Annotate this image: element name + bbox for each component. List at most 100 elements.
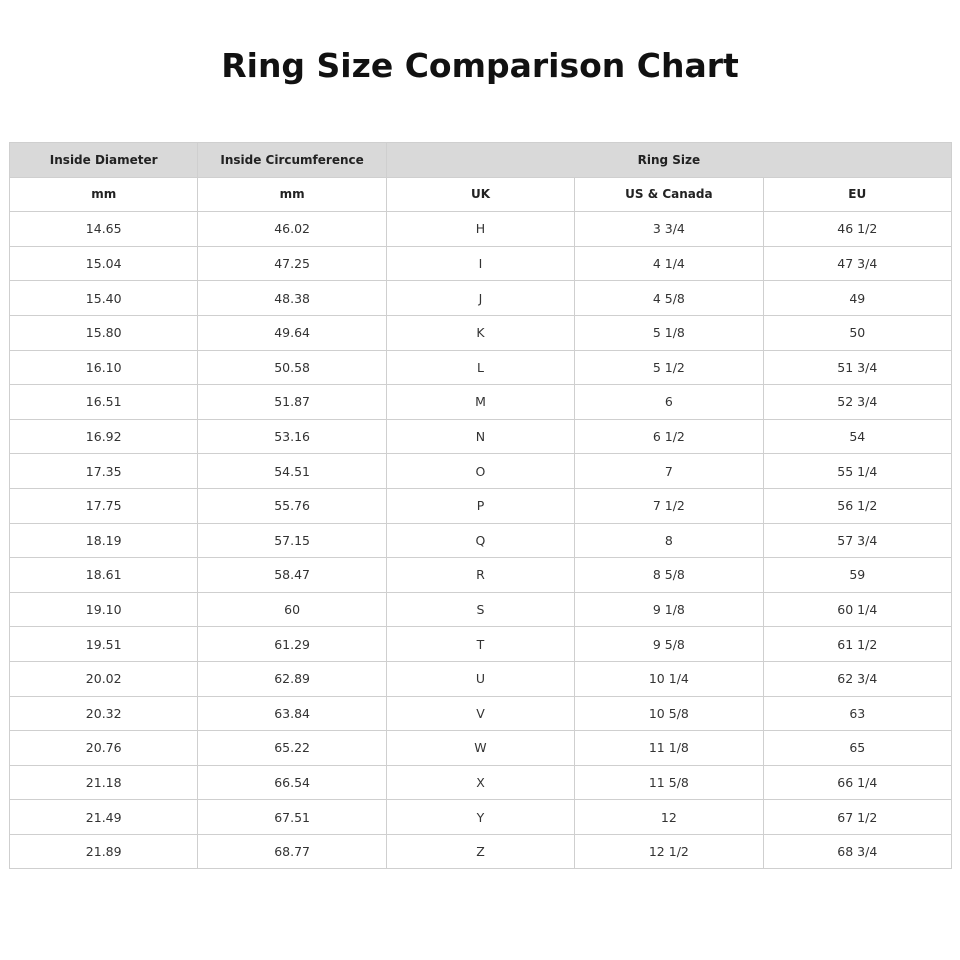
subheader-uk: UK: [385, 176, 576, 213]
table-row: 15.04 47.25 I 4 1/4 47 3/4: [8, 245, 953, 282]
cell-circumference: 67.51: [197, 799, 387, 835]
cell-us-canada: 4 5/8: [574, 280, 764, 316]
cell-circumference: 65.22: [197, 730, 387, 766]
cell-diameter: 15.40: [8, 280, 199, 316]
cell-uk: M: [385, 384, 576, 420]
table-row: 21.18 66.54 X 11 5/8 66 1/4: [8, 764, 953, 801]
column-header-inside-circumference: Inside Circumference: [197, 142, 387, 178]
cell-us-canada: 10 1/4: [574, 660, 764, 697]
cell-circumference: 68.77: [197, 833, 387, 870]
column-header-ring-size: Ring Size: [385, 142, 953, 178]
table-row: 20.76 65.22 W 11 1/8 65: [8, 730, 953, 766]
table-row: 15.80 49.64 K 5 1/8 50: [8, 314, 953, 351]
cell-uk: Y: [385, 799, 576, 835]
cell-eu: 63: [762, 695, 953, 732]
cell-diameter: 18.19: [8, 522, 199, 559]
cell-eu: 66 1/4: [762, 764, 953, 801]
cell-eu: 57 3/4: [762, 522, 953, 559]
cell-eu: 51 3/4: [762, 349, 953, 386]
cell-diameter: 19.51: [8, 626, 199, 662]
table-subheader-row: mm mm UK US & Canada EU: [8, 176, 953, 213]
cell-circumference: 60: [197, 591, 387, 628]
cell-diameter: 15.80: [8, 314, 199, 351]
subheader-us-canada: US & Canada: [574, 176, 764, 213]
cell-us-canada: 8 5/8: [574, 557, 764, 593]
cell-eu: 47 3/4: [762, 245, 953, 282]
cell-us-canada: 6 1/2: [574, 418, 764, 455]
cell-us-canada: 9 5/8: [574, 626, 764, 662]
cell-uk: L: [385, 349, 576, 386]
cell-diameter: 16.92: [8, 418, 199, 455]
subheader-eu: EU: [762, 176, 953, 213]
column-header-inside-diameter: Inside Diameter: [8, 142, 199, 178]
cell-uk: R: [385, 557, 576, 593]
cell-diameter: 17.75: [8, 487, 199, 524]
cell-diameter: 16.51: [8, 384, 199, 420]
ring-size-table: Inside Diameter Inside Circumference Rin…: [8, 142, 953, 870]
cell-eu: 55 1/4: [762, 453, 953, 489]
subheader-diameter-unit: mm: [8, 176, 199, 213]
cell-diameter: 14.65: [8, 211, 199, 247]
table-row: 21.89 68.77 Z 12 1/2 68 3/4: [8, 833, 953, 870]
cell-us-canada: 12 1/2: [574, 833, 764, 870]
cell-uk: U: [385, 660, 576, 697]
cell-eu: 54: [762, 418, 953, 455]
cell-uk: S: [385, 591, 576, 628]
cell-uk: H: [385, 211, 576, 247]
cell-eu: 59: [762, 557, 953, 593]
cell-diameter: 19.10: [8, 591, 199, 628]
table-row: 16.92 53.16 N 6 1/2 54: [8, 418, 953, 455]
cell-circumference: 55.76: [197, 487, 387, 524]
cell-diameter: 16.10: [8, 349, 199, 386]
table-header-row: Inside Diameter Inside Circumference Rin…: [8, 142, 953, 178]
table-row: 16.51 51.87 M 6 52 3/4: [8, 384, 953, 420]
cell-circumference: 62.89: [197, 660, 387, 697]
table-row: 21.49 67.51 Y 12 67 1/2: [8, 799, 953, 835]
cell-diameter: 17.35: [8, 453, 199, 489]
cell-circumference: 57.15: [197, 522, 387, 559]
table-row: 16.10 50.58 L 5 1/2 51 3/4: [8, 349, 953, 386]
cell-circumference: 58.47: [197, 557, 387, 593]
cell-eu: 56 1/2: [762, 487, 953, 524]
cell-eu: 67 1/2: [762, 799, 953, 835]
cell-diameter: 20.76: [8, 730, 199, 766]
cell-eu: 65: [762, 730, 953, 766]
table-row: 14.65 46.02 H 3 3/4 46 1/2: [8, 211, 953, 247]
cell-circumference: 51.87: [197, 384, 387, 420]
cell-us-canada: 8: [574, 522, 764, 559]
cell-uk: T: [385, 626, 576, 662]
cell-circumference: 48.38: [197, 280, 387, 316]
cell-circumference: 49.64: [197, 314, 387, 351]
table-row: 15.40 48.38 J 4 5/8 49: [8, 280, 953, 316]
cell-diameter: 20.02: [8, 660, 199, 697]
cell-diameter: 21.18: [8, 764, 199, 801]
cell-circumference: 47.25: [197, 245, 387, 282]
cell-circumference: 61.29: [197, 626, 387, 662]
cell-eu: 62 3/4: [762, 660, 953, 697]
cell-us-canada: 6: [574, 384, 764, 420]
cell-us-canada: 3 3/4: [574, 211, 764, 247]
cell-uk: O: [385, 453, 576, 489]
table-row: 19.51 61.29 T 9 5/8 61 1/2: [8, 626, 953, 662]
cell-eu: 46 1/2: [762, 211, 953, 247]
cell-us-canada: 9 1/8: [574, 591, 764, 628]
cell-eu: 50: [762, 314, 953, 351]
cell-us-canada: 5 1/2: [574, 349, 764, 386]
cell-us-canada: 11 5/8: [574, 764, 764, 801]
cell-us-canada: 4 1/4: [574, 245, 764, 282]
cell-eu: 49: [762, 280, 953, 316]
cell-uk: K: [385, 314, 576, 351]
table-row: 20.32 63.84 V 10 5/8 63: [8, 695, 953, 732]
cell-circumference: 53.16: [197, 418, 387, 455]
cell-uk: P: [385, 487, 576, 524]
cell-diameter: 18.61: [8, 557, 199, 593]
cell-uk: I: [385, 245, 576, 282]
cell-uk: J: [385, 280, 576, 316]
cell-us-canada: 7 1/2: [574, 487, 764, 524]
cell-uk: N: [385, 418, 576, 455]
cell-circumference: 50.58: [197, 349, 387, 386]
cell-diameter: 21.49: [8, 799, 199, 835]
cell-circumference: 66.54: [197, 764, 387, 801]
cell-uk: X: [385, 764, 576, 801]
cell-us-canada: 12: [574, 799, 764, 835]
